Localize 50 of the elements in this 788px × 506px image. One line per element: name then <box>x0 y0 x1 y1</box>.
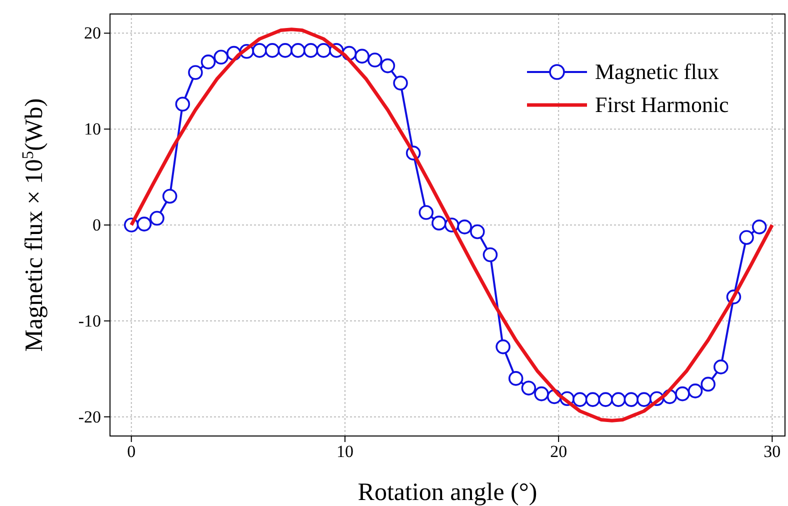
y-tick-label: -20 <box>78 407 101 426</box>
point <box>214 50 228 65</box>
point <box>610 392 626 407</box>
point <box>675 386 690 402</box>
point <box>316 43 332 58</box>
point <box>572 392 588 407</box>
point <box>598 392 613 407</box>
point <box>457 220 472 234</box>
legend-label: Magnetic flux <box>595 59 720 84</box>
point <box>482 247 498 262</box>
y-tick-label: 20 <box>84 24 101 43</box>
y-tick-label: -10 <box>78 311 101 330</box>
point <box>752 220 767 234</box>
point <box>354 48 370 64</box>
point <box>688 384 703 398</box>
point <box>136 216 152 232</box>
y-tick-label: 10 <box>84 120 101 139</box>
point <box>470 224 485 240</box>
point <box>188 65 203 80</box>
point <box>624 392 639 407</box>
point <box>162 188 178 204</box>
point <box>418 205 434 220</box>
point <box>303 43 318 58</box>
point <box>585 392 600 407</box>
point <box>393 76 408 90</box>
point <box>278 43 293 58</box>
x-tick-label: 10 <box>336 442 354 462</box>
point <box>521 380 536 396</box>
x-tick-label: 0 <box>127 442 136 462</box>
point <box>175 96 190 112</box>
point <box>739 230 754 245</box>
point <box>508 371 524 386</box>
point <box>714 360 728 374</box>
legend-label: First Harmonic <box>595 92 730 117</box>
point <box>252 43 267 58</box>
point <box>534 386 549 402</box>
point <box>700 376 716 392</box>
point <box>496 339 510 354</box>
x-tick-label: 20 <box>550 442 568 462</box>
x-tick-label: 30 <box>764 442 781 462</box>
point <box>432 216 446 230</box>
point <box>200 54 216 70</box>
point <box>290 43 306 58</box>
point <box>367 52 382 68</box>
x-axis-title: Rotation angle (°) <box>358 479 538 506</box>
point <box>264 43 280 58</box>
point <box>150 210 164 226</box>
y-tick-label: 0 <box>92 215 101 234</box>
point <box>636 392 652 407</box>
point <box>380 58 396 74</box>
